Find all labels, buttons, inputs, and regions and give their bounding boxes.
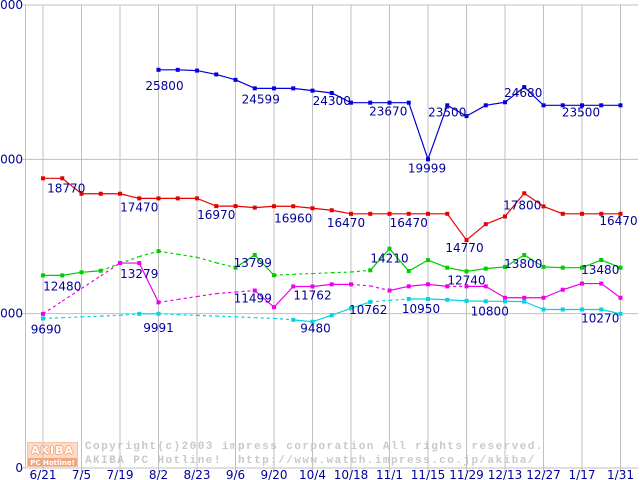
svg-text:13799: 13799 — [234, 256, 272, 270]
svg-text:12740: 12740 — [447, 273, 485, 287]
svg-text:23500: 23500 — [428, 105, 466, 119]
svg-text:8/23: 8/23 — [184, 468, 211, 480]
series-green-value-labels: 12480 13799 14210 12740 13800 13480 — [43, 252, 619, 294]
svg-text:9/20: 9/20 — [261, 468, 288, 480]
svg-text:16970: 16970 — [197, 208, 235, 222]
svg-text:17800: 17800 — [503, 198, 541, 212]
svg-text:17470: 17470 — [120, 200, 158, 214]
svg-text:18770: 18770 — [47, 181, 85, 195]
svg-text:10950: 10950 — [402, 302, 440, 316]
series-red-value-labels: 18770 17470 16970 16960 16470 16470 14770 17800… — [47, 181, 637, 255]
svg-text:10800: 10800 — [471, 304, 509, 318]
copyright-text: Copyright(c)2003 impress corporation All… — [85, 441, 544, 453]
gridlines — [21, 4, 638, 472]
svg-text:12/27: 12/27 — [526, 468, 561, 480]
series-magenta-value-labels: 13279 11499 11762 — [120, 267, 331, 305]
svg-text:11/1: 11/1 — [376, 468, 403, 480]
svg-text:10000: 10000 — [0, 307, 23, 321]
svg-text:16470: 16470 — [327, 216, 365, 230]
svg-text:1/17: 1/17 — [569, 468, 596, 480]
svg-text:23500: 23500 — [562, 105, 600, 119]
series-cyan-value-labels: 9690 9991 9480 10762 10950 10800 10270 — [31, 302, 620, 336]
svg-text:16960: 16960 — [274, 211, 312, 225]
series-green-line — [41, 246, 623, 278]
svg-text:19999: 19999 — [408, 161, 446, 175]
svg-text:14770: 14770 — [445, 241, 483, 255]
svg-text:1/31: 1/31 — [607, 468, 634, 480]
svg-text:24680: 24680 — [504, 86, 542, 100]
svg-text:12480: 12480 — [43, 279, 81, 293]
svg-text:16470: 16470 — [599, 214, 637, 228]
svg-text:20000: 20000 — [0, 152, 23, 166]
svg-text:11/29: 11/29 — [449, 468, 484, 480]
svg-text:24300: 24300 — [313, 94, 351, 108]
svg-text:9480: 9480 — [300, 322, 331, 336]
svg-text:30000: 30000 — [0, 0, 23, 12]
logo-pc-hotline-text: PC Hotline! — [28, 458, 77, 466]
series-blue-value-labels: 25800 24599 24300 23670 19999 23500 24680 23500 — [145, 79, 600, 176]
svg-text:10762: 10762 — [349, 303, 387, 317]
svg-text:11762: 11762 — [293, 288, 331, 302]
svg-text:13279: 13279 — [120, 267, 158, 281]
logo-akiba-text: AKIBA — [30, 444, 75, 457]
svg-text:7/5: 7/5 — [72, 468, 91, 480]
svg-text:0: 0 — [15, 461, 23, 475]
svg-text:9991: 9991 — [143, 321, 174, 335]
svg-text:7/19: 7/19 — [107, 468, 134, 480]
svg-text:24599: 24599 — [242, 92, 280, 106]
svg-text:12/13: 12/13 — [488, 468, 523, 480]
svg-text:9/6: 9/6 — [226, 468, 245, 480]
series-cyan-line — [41, 297, 623, 324]
series-red-line — [41, 176, 623, 243]
akiba-pc-hotline-logo: AKIBA PC Hotline! — [27, 442, 78, 467]
x-axis-labels: 6/21 7/5 7/19 8/2 8/23 9/6 9/20 10/4 10/18 11/1 11… — [30, 468, 634, 480]
svg-text:13800: 13800 — [504, 257, 542, 271]
svg-text:10270: 10270 — [581, 312, 619, 326]
svg-text:9690: 9690 — [31, 322, 62, 336]
svg-text:23670: 23670 — [369, 105, 407, 119]
svg-text:6/21: 6/21 — [30, 468, 57, 480]
svg-text:10/4: 10/4 — [299, 468, 326, 480]
svg-text:10/18: 10/18 — [334, 468, 369, 480]
series-blue-line — [156, 67, 623, 162]
svg-text:8/2: 8/2 — [149, 468, 168, 480]
svg-text:11499: 11499 — [234, 292, 272, 306]
svg-text:11/15: 11/15 — [411, 468, 446, 480]
svg-text:25800: 25800 — [145, 79, 183, 93]
svg-text:13480: 13480 — [581, 263, 619, 277]
y-axis-labels: 0 10000 20000 30000 — [0, 0, 23, 475]
svg-text:16470: 16470 — [390, 216, 428, 230]
svg-text:14210: 14210 — [370, 252, 408, 266]
series-magenta-line — [41, 261, 623, 316]
